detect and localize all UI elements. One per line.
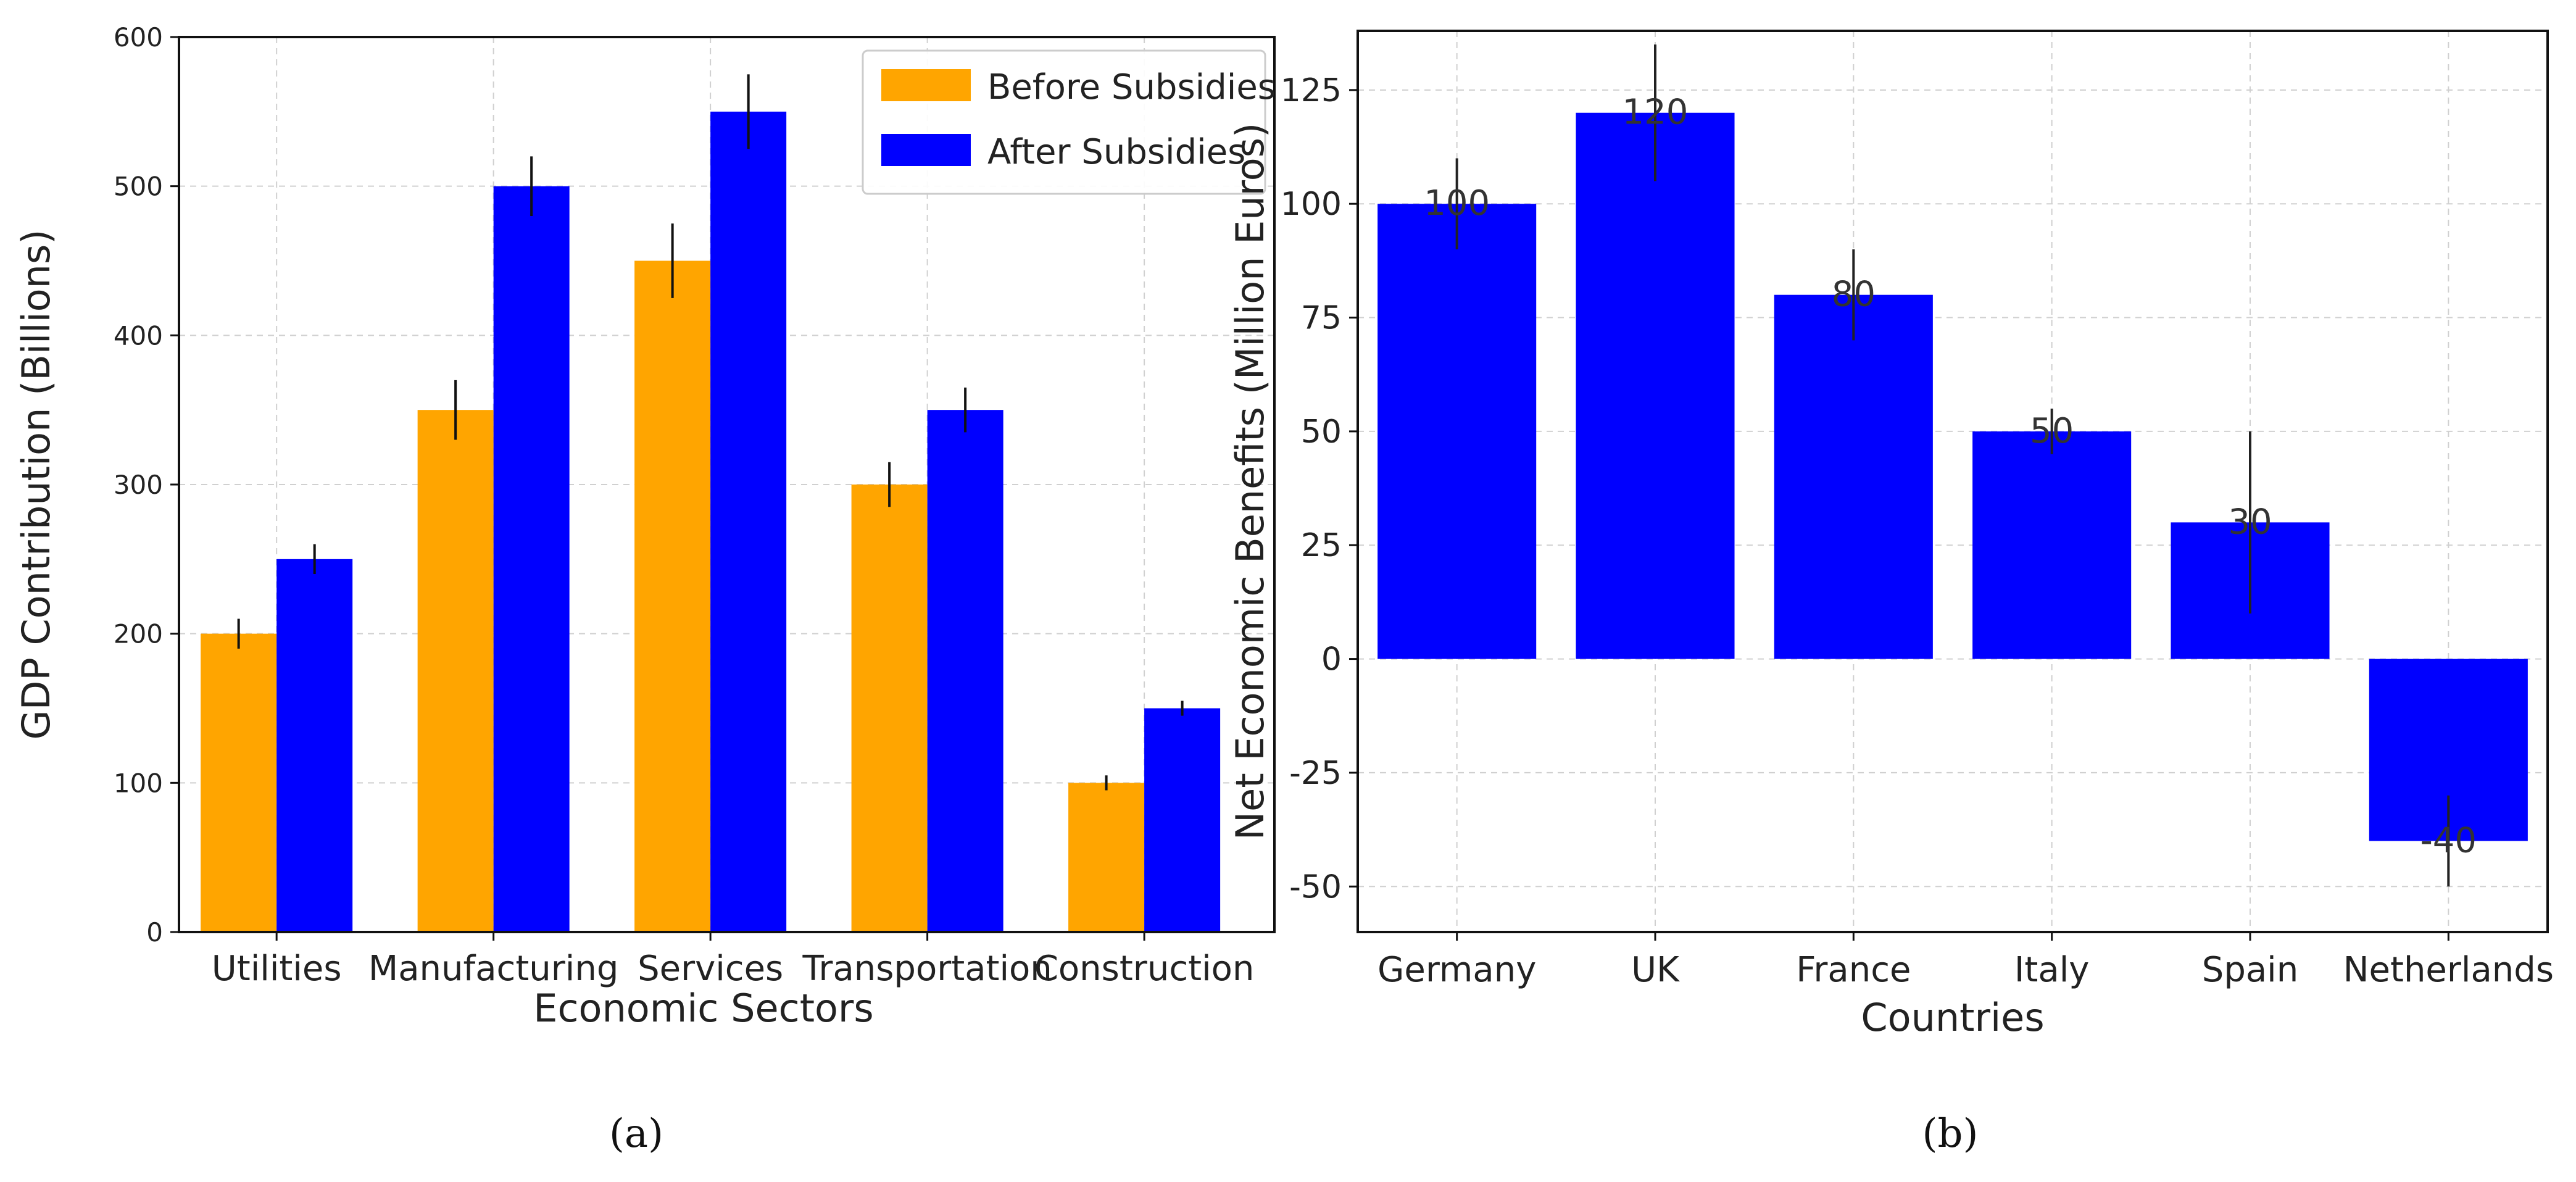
x-tick-label: Construction bbox=[1034, 949, 1255, 989]
chart-b-xlabel: Countries bbox=[1861, 995, 2044, 1040]
y-tick-label: -50 bbox=[1289, 868, 1342, 905]
data-label-germany: 100 bbox=[1424, 183, 1490, 223]
chart-a-y-ticks: 0 100 200 300 400 500 600 bbox=[114, 22, 179, 947]
y-tick-label: 75 bbox=[1301, 300, 1342, 337]
y-tick-label: 50 bbox=[1301, 414, 1342, 451]
data-label-netherlands: -40 bbox=[2420, 821, 2477, 861]
chart-a-xlabel: Economic Sectors bbox=[533, 986, 873, 1031]
chart-a-legend: Before Subsidies After Subsidies bbox=[862, 49, 1276, 195]
x-tick-label: Italy bbox=[2014, 950, 2090, 990]
x-tick-label: Services bbox=[638, 949, 783, 989]
y-tick-label: 500 bbox=[114, 172, 163, 202]
bar-germany bbox=[1377, 204, 1537, 659]
bar-after-subsidies-utilities bbox=[276, 559, 353, 932]
chart-b-frame bbox=[1357, 30, 2549, 933]
y-tick-label: 0 bbox=[1321, 641, 1342, 678]
y-tick-label: 300 bbox=[114, 470, 163, 500]
y-tick-label: 100 bbox=[114, 768, 163, 798]
bar-after-subsidies-services bbox=[710, 111, 787, 932]
y-tick-label: 200 bbox=[114, 619, 163, 649]
y-tick-label: -25 bbox=[1289, 755, 1342, 792]
data-label-italy: 50 bbox=[2030, 411, 2074, 451]
y-tick-label: 100 bbox=[1281, 186, 1342, 223]
panel-label-b: (b) bbox=[1922, 1111, 1979, 1157]
bar-before-subsidies-transportation bbox=[851, 485, 928, 932]
y-tick-label: 600 bbox=[114, 22, 163, 52]
bar-uk bbox=[1576, 112, 1735, 659]
chart-a-ylabel: GDP Contribution (Billions) bbox=[14, 230, 59, 740]
bar-italy bbox=[1972, 431, 2132, 659]
legend-label-after-subsidies: After Subsidies bbox=[987, 132, 1245, 172]
x-tick-label: UK bbox=[1631, 950, 1680, 990]
legend-swatch-before-subsidies bbox=[881, 69, 971, 101]
x-tick-label: Netherlands bbox=[2343, 950, 2554, 990]
bar-after-subsidies-construction bbox=[1144, 708, 1221, 932]
y-tick-label: 125 bbox=[1281, 72, 1342, 109]
chart-b-y-ticks: -50 -25 0 25 50 75 100 125 bbox=[1281, 72, 1358, 905]
chart-a: 0 100 200 300 400 500 600 Utilities Manufacturi… bbox=[14, 22, 1276, 1157]
chart-b-ylabel: Net Economic Benefits (Million Euros) bbox=[1228, 123, 1273, 840]
y-tick-label: 0 bbox=[146, 917, 163, 947]
chart-b: 100 120 80 50 30 -40 -50 -25 0 25 50 75 100 125 Germ… bbox=[1228, 30, 2554, 1157]
x-tick-label: Transportation bbox=[802, 949, 1052, 989]
y-tick-label: 400 bbox=[114, 320, 163, 351]
chart-b-error-bars bbox=[1455, 44, 2450, 887]
bar-before-subsidies-services bbox=[634, 260, 711, 932]
panel-label-a: (a) bbox=[609, 1111, 663, 1157]
x-tick-label: Germany bbox=[1377, 950, 1536, 990]
bar-before-subsidies-manufacturing bbox=[417, 410, 494, 932]
legend-label-before-subsidies: Before Subsidies bbox=[987, 67, 1276, 107]
legend-swatch-after-subsidies bbox=[881, 134, 971, 166]
y-tick-label: 25 bbox=[1301, 527, 1342, 564]
data-label-france: 80 bbox=[1832, 275, 1876, 315]
data-label-uk: 120 bbox=[1622, 93, 1689, 133]
x-tick-label: Manufacturing bbox=[368, 949, 619, 989]
bar-france bbox=[1774, 294, 1933, 659]
x-tick-label: France bbox=[1796, 950, 1911, 990]
x-tick-label: Spain bbox=[2202, 950, 2298, 990]
bar-before-subsidies-construction bbox=[1068, 783, 1145, 932]
chart-a-bars bbox=[201, 111, 1221, 933]
x-tick-label: Utilities bbox=[212, 949, 342, 989]
chart-b-x-ticks: Germany UK France Italy Spain Netherlands bbox=[1377, 932, 2554, 990]
chart-a-error-bars bbox=[237, 74, 1184, 791]
chart-b-bars bbox=[1377, 112, 2528, 841]
data-label-spain: 30 bbox=[2228, 502, 2272, 542]
chart-b-data-labels: 100 120 80 50 30 -40 bbox=[1424, 93, 2477, 861]
chart-a-x-ticks: Utilities Manufacturing Services Transporta… bbox=[212, 932, 1255, 989]
bar-before-subsidies-utilities bbox=[201, 633, 277, 932]
bar-after-subsidies-manufacturing bbox=[493, 186, 570, 933]
bar-after-subsidies-transportation bbox=[927, 410, 1003, 932]
